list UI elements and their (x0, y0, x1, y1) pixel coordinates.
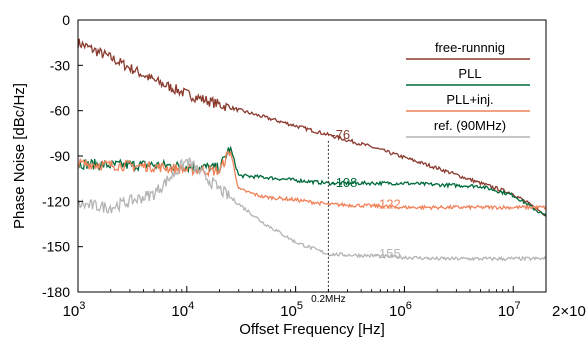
annotation-0: -76 (331, 127, 350, 142)
annotation-2: -122 (375, 196, 401, 211)
marker-label: 0.2MHz (311, 294, 345, 305)
x-tick-label: 105 (280, 300, 303, 320)
series-line-1 (77, 145, 547, 217)
legend-label-3: ref. (90MHz) (434, 118, 506, 133)
legend: free-runnnig PLL PLL+inj. ref. (90MHz) (406, 40, 530, 138)
series-line-3 (77, 157, 547, 262)
y-axis-label: Phase Noise [dBc/Hz] (11, 83, 28, 229)
y-tick-label: -150 (42, 239, 70, 255)
annotation-1: -108 (331, 175, 357, 190)
annotation-3: -155 (375, 246, 401, 261)
x-tick-label: 103 (63, 300, 86, 320)
y-tick-label: -120 (42, 193, 70, 209)
y-tick-label: -30 (50, 57, 70, 73)
y-tick-label: -90 (50, 148, 70, 164)
legend-label-2: PLL+inj. (446, 92, 493, 107)
x-tick-label: 104 (171, 300, 194, 320)
series-line-0 (77, 38, 547, 217)
y-tick-label: -60 (50, 103, 70, 119)
x-axis-label: Offset Frequency [Hz] (239, 321, 385, 338)
x-tick-label: 107 (498, 300, 521, 320)
x-tick-label: 2×107 (552, 300, 586, 320)
legend-label-0: free-runnnig (435, 40, 505, 55)
annotation-layer: -76 -108 -122 -155 (331, 127, 400, 261)
y-tick-label: 0 (62, 12, 70, 28)
x-tick-label: 106 (389, 300, 412, 320)
plot-area (78, 20, 546, 292)
series-layer (77, 38, 547, 262)
y-tick-label: -180 (42, 284, 70, 300)
series-line-2 (77, 150, 547, 211)
legend-label-1: PLL (458, 66, 481, 81)
